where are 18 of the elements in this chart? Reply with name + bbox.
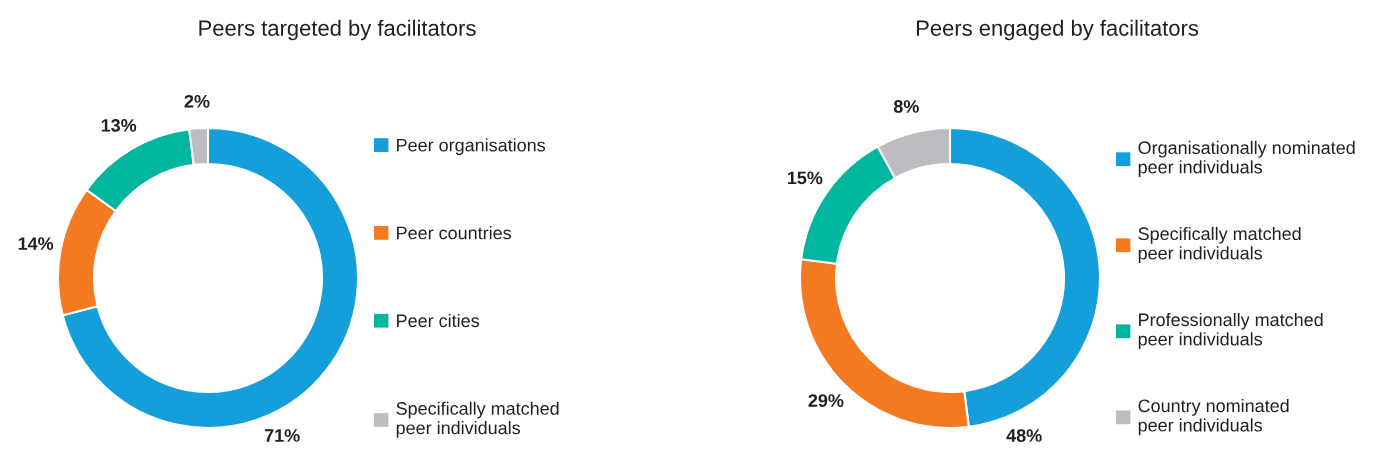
chart-title: Peers engaged by facilitators [916, 19, 1199, 41]
legend-label: Specifically matched peer individuals [1138, 226, 1301, 264]
legend-label: Peer cities [397, 313, 479, 328]
legend-label: Peer countries [397, 226, 512, 240]
data-label: 29% [808, 394, 844, 407]
data-label: 71% [264, 429, 300, 442]
data-label: 8% [893, 100, 919, 113]
legend-label: Professionally matched peer individuals [1138, 312, 1323, 350]
chart-title: Peers targeted by facilitators [199, 19, 476, 41]
legend-label: Specifically matched peer individuals [396, 401, 559, 438]
data-label: 13% [101, 119, 137, 132]
legend-label: Peer organisations [397, 138, 546, 156]
data-label: 14% [18, 237, 54, 250]
data-label: 2% [184, 94, 210, 108]
data-label: 15% [787, 171, 823, 185]
legend-label: Country nominated peer individuals [1138, 398, 1289, 436]
data-label: 48% [1006, 429, 1042, 442]
legend-label: Organisationally nominated peer individuals [1138, 140, 1355, 178]
